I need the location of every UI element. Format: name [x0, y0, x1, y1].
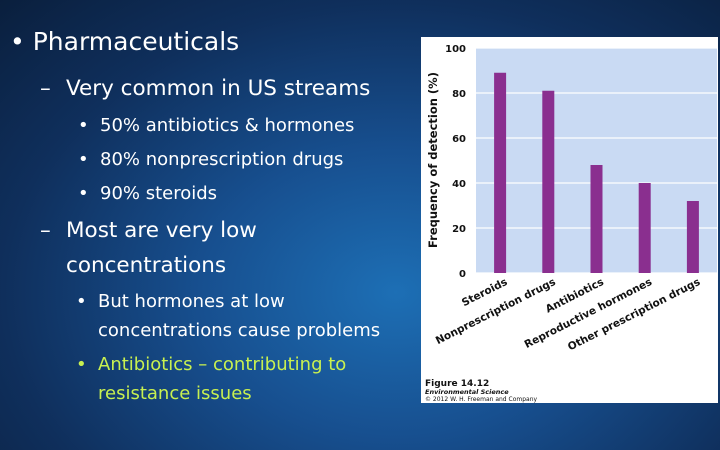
y-tick-label: 20 — [452, 224, 466, 235]
bar-antibiotics — [590, 165, 603, 273]
sub-bullet-low-concentrations-cont: concentrations — [66, 253, 227, 278]
item-antibiotics-resistance: Antibiotics – contributing to — [76, 350, 346, 380]
bar-other-prescription-drugs — [686, 201, 699, 273]
bar-reproductive-hormones — [638, 183, 651, 273]
y-tick-label: 60 — [452, 134, 466, 145]
item-nonprescription: 80% nonprescription drugs — [78, 145, 343, 175]
sub-bullet-low-concentrations: Most are very low — [40, 218, 257, 243]
item-antibiotics-resistance-cont: resistance issues — [98, 383, 252, 404]
y-axis-label: Frequency of detection (%) — [426, 72, 440, 248]
item-steroids: 90% steroids — [78, 179, 217, 209]
bar-nonprescription-drugs — [542, 90, 555, 273]
item-antibiotics-hormones: 50% antibiotics & hormones — [78, 111, 354, 141]
sub-bullet-common: Very common in US streams — [40, 76, 370, 101]
y-tick-label: 0 — [459, 269, 466, 280]
bullet-pharmaceuticals: • Pharmaceuticals — [10, 27, 240, 56]
figure-caption: Figure 14.12 — [425, 379, 489, 389]
y-tick-label: 80 — [452, 89, 466, 100]
item-hormones-problems: But hormones at low — [76, 287, 285, 317]
figure-panel: 0 20 40 60 80 100 Steroids Nonprescription dru… — [421, 37, 718, 403]
slide-text: • Pharmaceuticals Very common in US stre… — [0, 0, 420, 450]
bar-steroids — [494, 72, 507, 273]
item-hormones-problems-cont: concentrations cause problems — [98, 320, 381, 341]
y-tick-label: 100 — [445, 44, 466, 55]
y-tick-label: 40 — [452, 179, 466, 190]
figure-source: Environmental Science — [425, 388, 509, 396]
figure-copyright: © 2012 W. H. Freeman and Company — [425, 396, 538, 403]
